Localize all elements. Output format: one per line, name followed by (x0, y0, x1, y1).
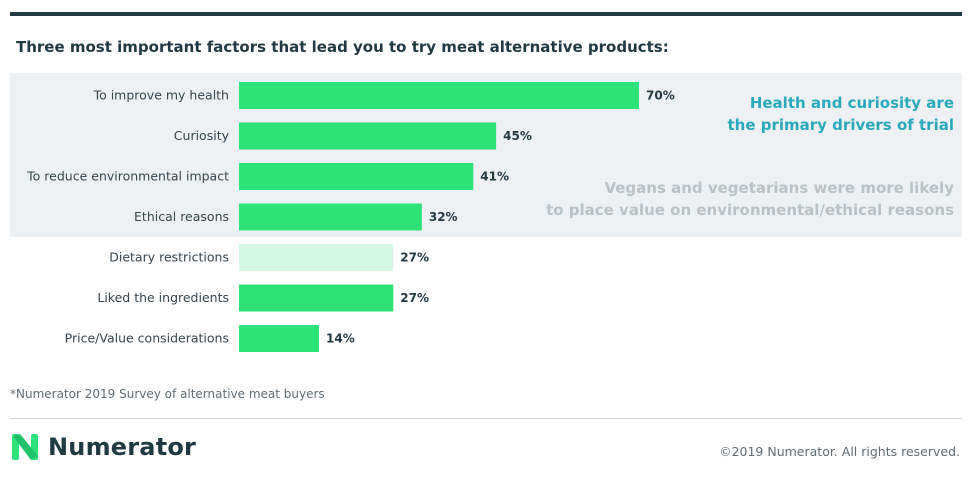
bar (239, 244, 394, 271)
bar (239, 82, 639, 109)
category-label: Ethical reasons (134, 209, 229, 224)
value-label: 32% (429, 210, 458, 224)
callout-primary-line-1: Health and curiosity are (749, 94, 954, 112)
callout-secondary-line-1: Vegans and vegetarians were more likely (604, 179, 954, 197)
value-label: 70% (646, 89, 675, 103)
top-rule (10, 12, 962, 16)
bar (239, 203, 422, 231)
callout-secondary-line-2: to place value on environmental/ethical … (546, 201, 954, 219)
numerator-n-logo-icon (12, 434, 38, 460)
copyright: ©2019 Numerator. All rights reserved. (719, 444, 960, 459)
callout-primary-line-2: the primary drivers of trial (727, 116, 954, 134)
category-label: To reduce environmental impact (26, 169, 229, 184)
footnote: *Numerator 2019 Survey of alternative me… (10, 387, 325, 401)
bottom-rule (10, 418, 962, 419)
bar (239, 325, 319, 352)
category-label: Dietary restrictions (109, 250, 229, 265)
chart-title: Three most important factors that lead y… (16, 38, 669, 56)
value-label: 45% (503, 129, 532, 143)
bar (239, 284, 394, 312)
bar-chart: To improve my health 70% Curiosity 45% To re… (26, 82, 675, 352)
category-label: Liked the ingredients (97, 290, 229, 305)
bar (239, 163, 474, 190)
highlight-band-environmental-ethical (10, 155, 962, 237)
bar (239, 122, 497, 150)
callout-vegan-note: Vegans and vegetarians were more likely … (546, 177, 954, 221)
logo-wordmark: Numerator (48, 433, 197, 461)
value-label: 27% (400, 291, 429, 305)
value-label: 27% (400, 251, 429, 265)
category-label: Price/Value considerations (65, 331, 229, 346)
value-label: 14% (326, 332, 355, 346)
category-label: To improve my health (93, 88, 229, 103)
callout-primary-drivers: Health and curiosity are the primary dri… (728, 92, 954, 136)
value-label: 41% (480, 170, 509, 184)
numerator-logo: Numerator (10, 432, 196, 462)
category-label: Curiosity (174, 128, 230, 143)
